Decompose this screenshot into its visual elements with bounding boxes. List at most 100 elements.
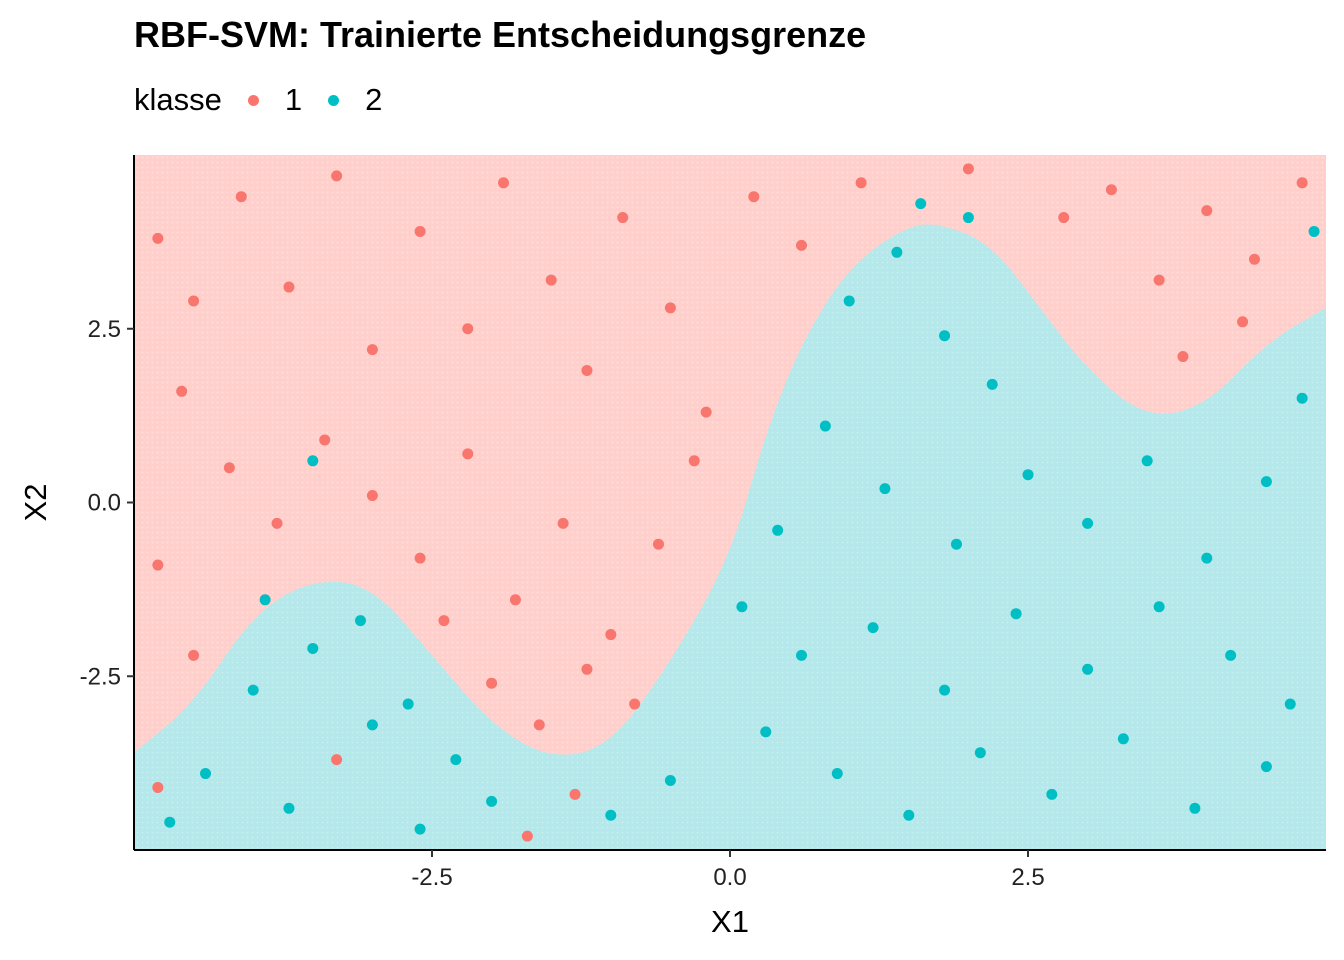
point-class-2-30 xyxy=(1260,761,1272,773)
legend-label-class-1: 1 xyxy=(284,82,303,117)
point-class-2-15 xyxy=(796,649,808,661)
legend-dot-class-2 xyxy=(328,94,340,106)
point-class-2-43 xyxy=(259,594,271,606)
point-class-1-10 xyxy=(581,364,593,376)
y-tick-label: 0.0 xyxy=(88,490,121,517)
point-class-2-1 xyxy=(891,246,903,258)
point-class-1-24 xyxy=(557,517,569,529)
data-points xyxy=(152,163,1320,842)
point-class-1-16 xyxy=(176,385,188,397)
point-class-1-31 xyxy=(629,698,641,710)
point-class-2-5 xyxy=(879,483,891,495)
point-class-2-27 xyxy=(1046,788,1058,800)
point-class-1-26 xyxy=(652,538,664,550)
point-class-1-4 xyxy=(331,170,343,182)
point-class-2-36 xyxy=(307,642,319,654)
point-class-1-6 xyxy=(414,225,426,237)
point-class-2-35 xyxy=(366,719,378,731)
point-class-1-14 xyxy=(748,191,760,203)
point-class-2-16 xyxy=(867,622,879,634)
point-class-1-13 xyxy=(700,406,712,418)
point-class-2-25 xyxy=(903,809,915,821)
point-class-1-23 xyxy=(509,594,521,606)
point-class-2-11 xyxy=(1260,476,1272,488)
point-class-1-8 xyxy=(498,177,510,189)
point-class-1-9 xyxy=(545,274,557,286)
point-class-2-34 xyxy=(414,823,426,835)
region-grid-texture xyxy=(134,155,1326,850)
point-class-2-42 xyxy=(402,698,414,710)
point-class-2-40 xyxy=(283,802,295,814)
point-class-2-29 xyxy=(1189,802,1201,814)
x-axis-title: X1 xyxy=(711,904,749,939)
point-class-2-39 xyxy=(164,816,176,828)
y-tick-label: -2.5 xyxy=(80,663,121,690)
point-class-2-13 xyxy=(772,524,784,536)
point-class-2-38 xyxy=(200,768,212,780)
point-class-2-7 xyxy=(1022,469,1034,481)
decision-regions xyxy=(134,155,1326,850)
point-class-1-19 xyxy=(319,434,331,446)
point-class-2-48 xyxy=(307,455,319,467)
point-class-1-21 xyxy=(414,552,426,564)
legend-dot-class-1 xyxy=(247,94,259,106)
point-class-2-33 xyxy=(486,795,498,807)
point-class-2-45 xyxy=(962,212,974,224)
point-class-1-47 xyxy=(569,788,581,800)
y-tick-label: 2.5 xyxy=(88,316,121,343)
point-class-1-28 xyxy=(486,677,498,689)
point-class-1-11 xyxy=(617,212,629,224)
point-class-2-23 xyxy=(760,726,772,738)
point-class-2-47 xyxy=(1308,225,1320,237)
x-tick-label: 0.0 xyxy=(713,864,746,891)
point-class-1-43 xyxy=(855,177,867,189)
point-class-2-46 xyxy=(915,198,927,210)
point-class-1-17 xyxy=(223,462,235,474)
point-class-2-6 xyxy=(950,538,962,550)
chart-title: RBF-SVM: Trainierte Entscheidungsgrenze xyxy=(134,14,867,55)
point-class-2-26 xyxy=(974,747,986,759)
point-class-1-3 xyxy=(283,281,295,293)
point-class-2-10 xyxy=(1201,552,1213,564)
point-class-1-7 xyxy=(462,323,474,335)
point-class-1-36 xyxy=(1153,274,1165,286)
point-class-1-27 xyxy=(688,455,700,467)
point-class-2-17 xyxy=(939,684,951,696)
point-class-2-0 xyxy=(843,295,855,307)
point-class-2-3 xyxy=(986,378,998,390)
x-tick-label: -2.5 xyxy=(411,864,452,891)
point-class-1-34 xyxy=(188,649,200,661)
point-class-1-30 xyxy=(581,663,593,675)
point-class-2-4 xyxy=(819,420,831,432)
legend-label-class-2: 2 xyxy=(365,82,383,117)
point-class-1-22 xyxy=(462,448,474,460)
point-class-1-42 xyxy=(1058,212,1070,224)
point-class-2-44 xyxy=(450,754,462,766)
point-class-2-19 xyxy=(1082,663,1094,675)
point-class-1-40 xyxy=(1177,351,1189,363)
point-class-1-32 xyxy=(438,615,450,627)
x-tick-label: 2.5 xyxy=(1011,864,1044,891)
point-class-2-20 xyxy=(1153,601,1165,613)
legend-title: klasse xyxy=(134,82,222,117)
legend-item-class-2: 2 xyxy=(328,82,382,118)
point-class-1-2 xyxy=(235,191,247,203)
y-axis-title: X2 xyxy=(18,484,53,522)
point-class-1-44 xyxy=(962,163,974,175)
point-class-2-18 xyxy=(1010,608,1022,620)
point-class-2-32 xyxy=(605,809,617,821)
point-class-2-22 xyxy=(1284,698,1296,710)
point-class-2-28 xyxy=(1117,733,1129,745)
point-class-1-45 xyxy=(331,754,343,766)
point-class-2-31 xyxy=(664,775,676,786)
point-class-2-21 xyxy=(1225,649,1237,661)
point-class-1-1 xyxy=(188,295,200,307)
point-class-1-39 xyxy=(1296,177,1308,189)
legend: klasse 1 2 xyxy=(134,78,408,122)
point-class-2-2 xyxy=(939,330,951,342)
point-class-2-14 xyxy=(736,601,748,613)
point-class-2-37 xyxy=(247,684,259,696)
point-class-1-46 xyxy=(521,830,533,842)
point-class-1-25 xyxy=(605,629,617,641)
